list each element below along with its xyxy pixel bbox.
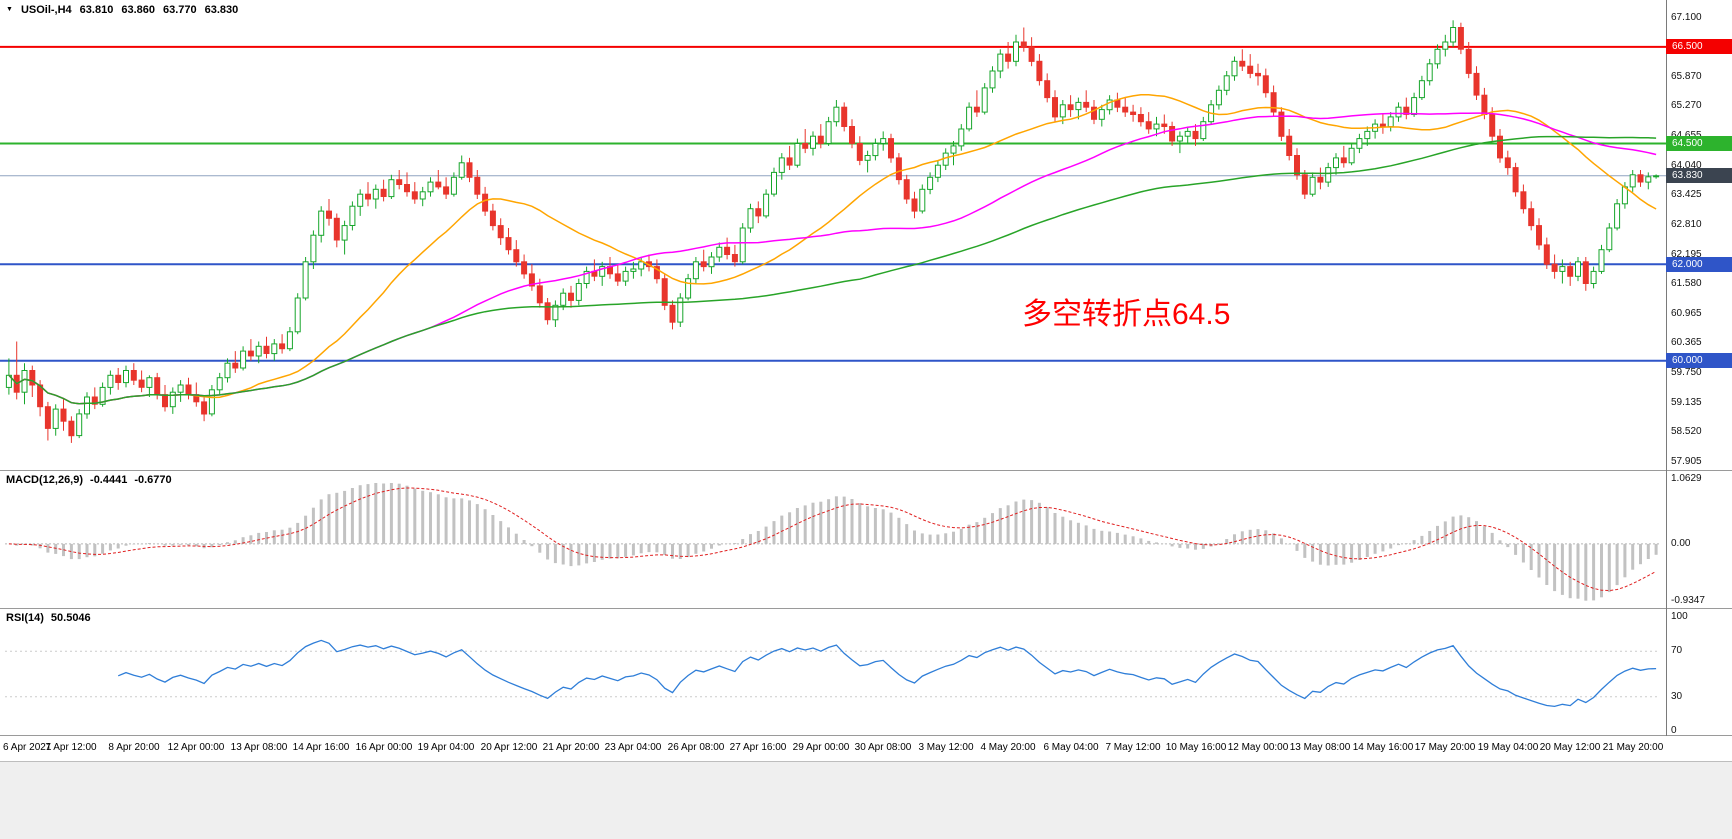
fast-ma-line xyxy=(8,94,1657,405)
time-label: 19 May 04:00 xyxy=(1477,742,1539,753)
rsi-tick-0: 0 xyxy=(1671,725,1677,736)
macd-tick--0.9347: -0.9347 xyxy=(1671,595,1705,606)
price-tick-62.810: 62.810 xyxy=(1671,219,1702,230)
price-tick-59.135: 59.135 xyxy=(1671,397,1702,408)
time-label: 27 Apr 16:00 xyxy=(729,742,787,753)
price-badge-63.830: 63.830 xyxy=(1666,168,1732,183)
moving-averages xyxy=(8,94,1657,405)
price-axis[interactable]: 67.100 65.870 65.270 64.655 64.040 63.425 62.8… xyxy=(1666,0,1732,470)
price-tick-62.195: 62.195 xyxy=(1671,249,1702,260)
time-label: 8 Apr 20:00 xyxy=(108,742,160,753)
time-axis[interactable]: 6 Apr 2021 7 Apr 12:00 8 Apr 20:00 12 Apr 0… xyxy=(0,736,1732,760)
chart-canvas[interactable] xyxy=(0,0,1732,760)
price-tick-67.100: 67.100 xyxy=(1671,12,1702,23)
time-label: 14 May 16:00 xyxy=(1352,742,1414,753)
time-label: 13 Apr 08:00 xyxy=(230,742,288,753)
macd-main-value: -0.4441 xyxy=(90,474,128,486)
time-label: 17 May 20:00 xyxy=(1414,742,1476,753)
time-label: 6 May 04:00 xyxy=(1043,742,1099,753)
time-label: 29 Apr 00:00 xyxy=(792,742,850,753)
price-tick-58.520: 58.520 xyxy=(1671,426,1702,437)
rsi-tick-70: 70 xyxy=(1671,645,1683,656)
price-tick-64.040: 64.040 xyxy=(1671,160,1702,171)
time-label: 4 May 20:00 xyxy=(980,742,1036,753)
pane-separator-rsi-time[interactable] xyxy=(0,735,1732,736)
price-badge-66.500: 66.500 xyxy=(1666,39,1732,54)
time-label: 23 Apr 04:00 xyxy=(604,742,662,753)
time-label: 21 May 20:00 xyxy=(1602,742,1664,753)
pane-separator-macd-rsi[interactable] xyxy=(0,608,1732,609)
window-bottom-strip xyxy=(0,761,1732,839)
price-tick-60.365: 60.365 xyxy=(1671,337,1702,348)
time-label: 12 Apr 00:00 xyxy=(167,742,225,753)
price-badge-62.000: 62.000 xyxy=(1666,257,1732,272)
macd-signal-line xyxy=(8,487,1657,592)
slow-ma-line xyxy=(8,135,1657,405)
symbol-timeframe: USOil-,H4 xyxy=(20,4,72,16)
bar-close-value: 63.830 xyxy=(204,4,239,16)
bar-high-value: 63.860 xyxy=(121,4,155,16)
time-label: 7 May 12:00 xyxy=(1105,742,1161,753)
price-tick-60.965: 60.965 xyxy=(1671,308,1702,319)
time-label: 14 Apr 16:00 xyxy=(292,742,350,753)
time-label: 6 Apr 2021 xyxy=(3,742,52,753)
price-axis-border xyxy=(1666,0,1667,760)
rsi-axis[interactable]: 100 70 30 0 xyxy=(1667,608,1732,736)
rsi-indicator xyxy=(5,639,1660,708)
rsi-value: 50.5046 xyxy=(50,612,91,624)
price-tick-61.580: 61.580 xyxy=(1671,278,1702,289)
chart-menu-icon[interactable]: ▼ xyxy=(6,5,13,13)
time-label: 13 May 08:00 xyxy=(1289,742,1351,753)
chart-ohlc-readout: ▼ USOil-,H4 63.810 63.860 63.770 63.830 xyxy=(6,4,238,16)
time-label: 10 May 16:00 xyxy=(1165,742,1227,753)
price-tick-57.905: 57.905 xyxy=(1671,456,1702,467)
time-label: 20 May 12:00 xyxy=(1539,742,1601,753)
rsi-tick-100: 100 xyxy=(1671,611,1688,622)
time-label: 12 May 00:00 xyxy=(1227,742,1289,753)
price-tick-65.870: 65.870 xyxy=(1671,71,1702,82)
time-label: 3 May 12:00 xyxy=(918,742,974,753)
rsi-indicator-label: RSI(14) 50.5046 xyxy=(6,612,91,624)
bar-low-value: 63.770 xyxy=(162,4,197,16)
bar-open-value: 63.810 xyxy=(79,4,114,16)
macd-title: MACD(12,26,9) xyxy=(6,474,84,486)
time-label: 16 Apr 00:00 xyxy=(355,742,413,753)
macd-tick-0.00: 0.00 xyxy=(1671,538,1691,549)
price-tick-65.270: 65.270 xyxy=(1671,100,1702,111)
price-tick-59.750: 59.750 xyxy=(1671,367,1702,378)
macd-signal-value: -0.6770 xyxy=(134,474,172,486)
time-label: 20 Apr 12:00 xyxy=(480,742,538,753)
price-badge-60.000: 60.000 xyxy=(1666,353,1732,368)
candlesticks xyxy=(5,20,1660,443)
pane-separator-main-macd[interactable] xyxy=(0,470,1732,471)
price-tick-64.655: 64.655 xyxy=(1671,130,1702,141)
macd-axis[interactable]: 1.0629 0.00 -0.9347 xyxy=(1667,470,1732,608)
chart-annotation-text[interactable]: 多空转折点64.5 xyxy=(1022,298,1231,331)
time-label: 26 Apr 08:00 xyxy=(667,742,725,753)
horizontal-price-lines[interactable] xyxy=(0,45,1666,362)
time-label: 19 Apr 04:00 xyxy=(417,742,475,753)
price-tick-63.425: 63.425 xyxy=(1671,189,1702,200)
macd-tick-1.0629: 1.0629 xyxy=(1671,473,1702,484)
rsi-tick-30: 30 xyxy=(1671,691,1683,702)
price-badge-64.500: 64.500 xyxy=(1666,136,1732,151)
time-label: 7 Apr 12:00 xyxy=(45,742,97,753)
time-label: 21 Apr 20:00 xyxy=(542,742,600,753)
rsi-line xyxy=(117,639,1657,708)
time-label: 30 Apr 08:00 xyxy=(854,742,912,753)
rsi-title: RSI(14) xyxy=(6,612,44,624)
macd-indicator-label: MACD(12,26,9) -0.4441 -0.6770 xyxy=(6,474,172,486)
macd-indicator xyxy=(5,483,1660,601)
